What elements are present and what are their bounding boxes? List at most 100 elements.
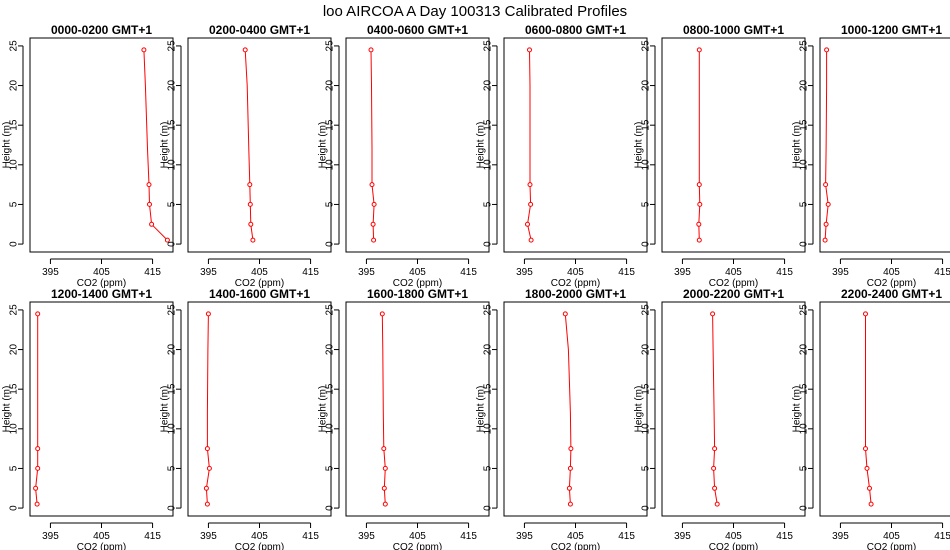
x-tick-label: 395	[200, 267, 217, 278]
x-tick-label: 415	[776, 531, 793, 542]
profile-panel: 0200-0400 GMT+1 395 405 415 CO2 (ppm) 0 5 10 15 2…	[160, 23, 332, 289]
x-tick-label: 395	[832, 531, 849, 542]
y-tick-label: 0	[799, 241, 810, 247]
y-tick-label: 5	[799, 201, 810, 207]
panel-title: 0200-0400 GMT+1	[209, 23, 310, 37]
y-tick-label: 15	[325, 383, 336, 395]
y-tick-label: 15	[9, 383, 20, 395]
profile-point	[250, 237, 256, 243]
x-tick-label: 415	[144, 267, 161, 278]
y-axis-label: Height (m)	[160, 386, 171, 433]
profile-panel: 0800-1000 GMT+1 395 405 415 CO2 (ppm) 0 5 10 15 2…	[634, 23, 806, 289]
profile-point	[371, 237, 377, 243]
profile-point	[164, 237, 170, 243]
x-axis-label: CO2 (ppm)	[867, 542, 916, 550]
profile-panel: 2000-2200 GMT+1 395 405 415 CO2 (ppm) 0 5 10 15 2…	[634, 287, 806, 550]
y-tick-label: 25	[641, 40, 652, 52]
x-tick-label: 415	[618, 531, 635, 542]
profile-point	[368, 47, 374, 53]
profile-point	[141, 47, 147, 53]
y-tick-label: 5	[325, 201, 336, 207]
x-axis-label: CO2 (ppm)	[235, 542, 284, 550]
y-tick-label: 15	[167, 119, 178, 131]
y-tick-label: 25	[799, 304, 810, 316]
panel-title: 0000-0200 GMT+1	[51, 23, 152, 37]
y-tick-label: 5	[9, 201, 20, 207]
profile-panel: 1800-2000 GMT+1 395 405 415 CO2 (ppm) 0 5 10 15 2…	[476, 287, 648, 550]
profile-point	[248, 221, 254, 227]
y-tick-label: 20	[641, 344, 652, 356]
profile-point	[247, 201, 253, 207]
y-tick-label: 25	[641, 304, 652, 316]
profile-point	[823, 182, 829, 188]
y-tick-label: 5	[167, 201, 178, 207]
profile-point	[34, 501, 40, 507]
profile-line	[698, 49, 701, 241]
y-tick-label: 0	[9, 241, 20, 247]
x-axis-label: CO2 (ppm)	[551, 278, 600, 289]
profile-point	[822, 237, 828, 243]
y-tick-label: 10	[799, 159, 810, 171]
x-tick-label: 405	[883, 531, 900, 542]
x-tick-label: 395	[832, 267, 849, 278]
y-tick-label: 5	[325, 465, 336, 471]
x-tick-label: 405	[725, 531, 742, 542]
plot-frame	[29, 37, 174, 253]
profile-point	[242, 47, 248, 53]
panel-grid: 0000-0200 GMT+1 395 405 415 CO2 (ppm) 0 5 10 15 2…	[2, 23, 950, 550]
x-tick-label: 395	[200, 531, 217, 542]
profile-point	[35, 311, 41, 317]
x-tick-label: 415	[460, 531, 477, 542]
profile-point	[371, 201, 377, 207]
x-axis-label: CO2 (ppm)	[551, 542, 600, 550]
y-tick-label: 5	[483, 201, 494, 207]
y-tick-label: 5	[167, 465, 178, 471]
panel-title: 2200-2400 GMT+1	[841, 287, 942, 301]
profile-point	[379, 311, 385, 317]
panel-title: 0800-1000 GMT+1	[683, 23, 784, 37]
panel-title: 1800-2000 GMT+1	[525, 287, 626, 301]
x-tick-label: 405	[93, 267, 110, 278]
x-tick-label: 405	[93, 531, 110, 542]
y-tick-label: 0	[167, 241, 178, 247]
y-tick-label: 0	[483, 241, 494, 247]
profile-point	[823, 221, 829, 227]
y-tick-label: 20	[167, 80, 178, 92]
y-tick-label: 10	[325, 159, 336, 171]
profile-panel: 0000-0200 GMT+1 395 405 415 CO2 (ppm) 0 5 10 15 2…	[2, 23, 174, 289]
y-axis-label: Height (m)	[476, 122, 487, 169]
y-tick-label: 10	[9, 159, 20, 171]
y-axis-label: Height (m)	[318, 122, 329, 169]
profile-point	[147, 201, 152, 207]
profile-point	[528, 237, 534, 243]
plot-frame	[503, 37, 648, 253]
x-axis-label: CO2 (ppm)	[77, 542, 126, 550]
y-axis-label: Height (m)	[476, 386, 487, 433]
x-tick-label: 395	[516, 267, 533, 278]
profile-point	[696, 47, 702, 53]
x-tick-label: 405	[409, 531, 426, 542]
y-axis-label: Height (m)	[792, 122, 803, 169]
y-tick-label: 10	[483, 159, 494, 171]
y-tick-label: 0	[641, 505, 652, 511]
profile-point	[204, 446, 210, 452]
profile-point	[381, 446, 387, 452]
profile-point	[696, 237, 702, 243]
plot-frame	[819, 37, 950, 253]
profile-point	[382, 501, 388, 507]
profile-point	[697, 201, 703, 207]
panel-title: 1000-1200 GMT+1	[841, 23, 942, 37]
y-axis-label: Height (m)	[2, 122, 13, 169]
y-tick-label: 15	[641, 119, 652, 131]
y-tick-label: 10	[483, 423, 494, 435]
y-tick-label: 25	[9, 40, 20, 52]
profile-panel: 1400-1600 GMT+1 395 405 415 CO2 (ppm) 0 5 10 15 2…	[160, 287, 332, 550]
y-tick-label: 15	[325, 119, 336, 131]
x-axis-label: CO2 (ppm)	[393, 542, 442, 550]
y-tick-label: 0	[325, 241, 336, 247]
x-tick-label: 415	[302, 267, 319, 278]
x-tick-label: 395	[358, 531, 375, 542]
y-tick-label: 5	[641, 201, 652, 207]
y-tick-label: 20	[799, 344, 810, 356]
